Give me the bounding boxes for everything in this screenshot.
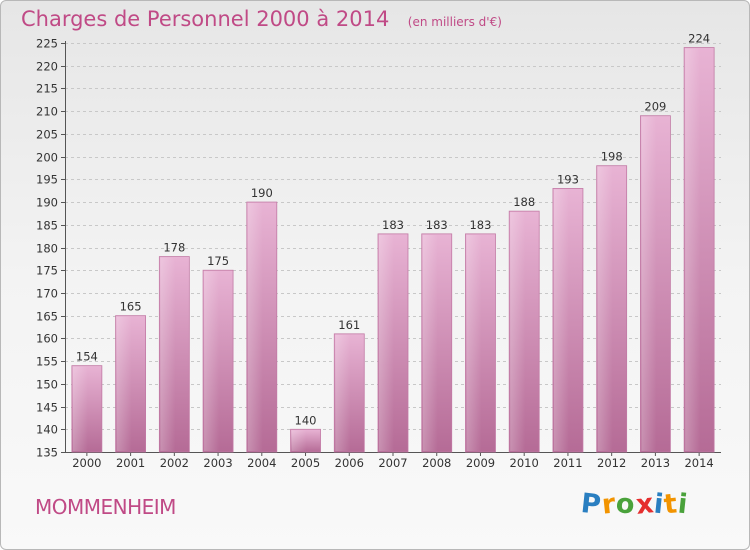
y-tick-label: 165 <box>36 310 58 324</box>
data-label-2009: 183 <box>469 218 491 232</box>
y-tick-label: 180 <box>36 242 58 256</box>
x-tick-label-2001: 2001 <box>116 456 145 470</box>
y-tick-label: 215 <box>36 82 58 96</box>
bar-chart: 154 165 178 175 190 140 161 183 183 183 188 193 198 2… <box>36 32 721 470</box>
y-tick-label: 175 <box>36 264 58 278</box>
data-label-2007: 183 <box>382 218 404 232</box>
y-tick-label: 185 <box>36 219 58 233</box>
x-tick-label-2004: 2004 <box>247 456 276 470</box>
data-label-2005: 140 <box>295 413 317 427</box>
y-tick-label: 200 <box>36 151 58 165</box>
bar-highlight <box>72 366 88 451</box>
data-label-2014: 224 <box>688 32 710 46</box>
data-labels: 154 165 178 175 190 140 161 183 183 183 188 193 198 2… <box>76 32 710 428</box>
data-label-2004: 190 <box>251 186 273 200</box>
x-tick-label-2010: 2010 <box>510 456 539 470</box>
bar-highlight <box>379 234 394 451</box>
bar-highlight <box>466 234 482 451</box>
data-label-2006: 161 <box>338 318 360 332</box>
y-tick-label: 210 <box>36 105 58 119</box>
y-tick-label: 135 <box>36 446 58 460</box>
data-label-2008: 183 <box>426 218 448 232</box>
x-tick-label-2009: 2009 <box>466 456 495 470</box>
y-tick-label: 155 <box>36 355 58 369</box>
bar-highlight <box>597 166 613 451</box>
bar-highlight <box>335 334 351 451</box>
data-label-2011: 193 <box>557 172 579 186</box>
data-label-2000: 154 <box>76 350 98 364</box>
data-label-2003: 175 <box>207 254 229 268</box>
proxiti-logo[interactable]: Proxiti <box>579 488 691 521</box>
bar-highlight <box>553 189 569 451</box>
y-tick-label: 190 <box>36 196 58 210</box>
axes <box>61 41 721 456</box>
bars <box>71 47 715 453</box>
chart-title: Charges de Personnel 2000 à 2014 <box>21 7 390 31</box>
x-tick-label-2013: 2013 <box>641 456 670 470</box>
title-row: Charges de Personnel 2000 à 2014 (en mil… <box>21 7 502 31</box>
y-tick-labels: 135 140 145 150 155 160 165 170 175 180 185 190 195 2… <box>36 37 58 460</box>
logo-letter: i <box>676 488 691 521</box>
chart-subtitle: (en milliers d'€) <box>407 15 502 29</box>
x-tick-label-2006: 2006 <box>335 456 364 470</box>
y-tick-label: 150 <box>36 378 58 392</box>
bar-highlight <box>160 257 176 451</box>
x-tick-label-2011: 2011 <box>553 456 582 470</box>
bar-highlight <box>291 430 307 451</box>
bar-highlight <box>247 203 263 451</box>
bar-highlight <box>422 234 438 451</box>
x-tick-label-2000: 2000 <box>72 456 101 470</box>
bar-highlight <box>116 316 132 451</box>
bar-highlight <box>510 212 526 451</box>
y-tick-label: 160 <box>36 332 58 346</box>
bar-highlight <box>641 116 657 451</box>
x-tick-label-2012: 2012 <box>597 456 626 470</box>
x-tick-labels: 2000 2001 2002 2003 2004 2005 2006 2007 2008 2009… <box>72 456 714 470</box>
data-label-2002: 178 <box>163 241 185 255</box>
data-label-2012: 198 <box>601 150 623 164</box>
y-tick-label: 145 <box>36 401 58 415</box>
x-tick-label-2007: 2007 <box>378 456 407 470</box>
x-tick-label-2002: 2002 <box>160 456 189 470</box>
x-tick-label-2003: 2003 <box>203 456 232 470</box>
data-label-2001: 165 <box>120 300 142 314</box>
data-label-2013: 209 <box>644 100 666 114</box>
y-tick-label: 170 <box>36 287 58 301</box>
y-tick-label: 220 <box>36 60 58 74</box>
y-tick-label: 205 <box>36 128 58 142</box>
y-tick-label: 225 <box>36 37 58 51</box>
x-tick-label-2014: 2014 <box>684 456 713 470</box>
y-tick-label: 195 <box>36 173 58 187</box>
bar-highlight <box>204 271 220 451</box>
y-tick-label: 140 <box>36 423 58 437</box>
x-tick-label-2008: 2008 <box>422 456 451 470</box>
commune-name: MOMMENHEIM <box>35 495 176 519</box>
bar-highlight <box>685 48 701 452</box>
data-label-2010: 188 <box>513 195 535 209</box>
x-tick-label-2005: 2005 <box>291 456 320 470</box>
